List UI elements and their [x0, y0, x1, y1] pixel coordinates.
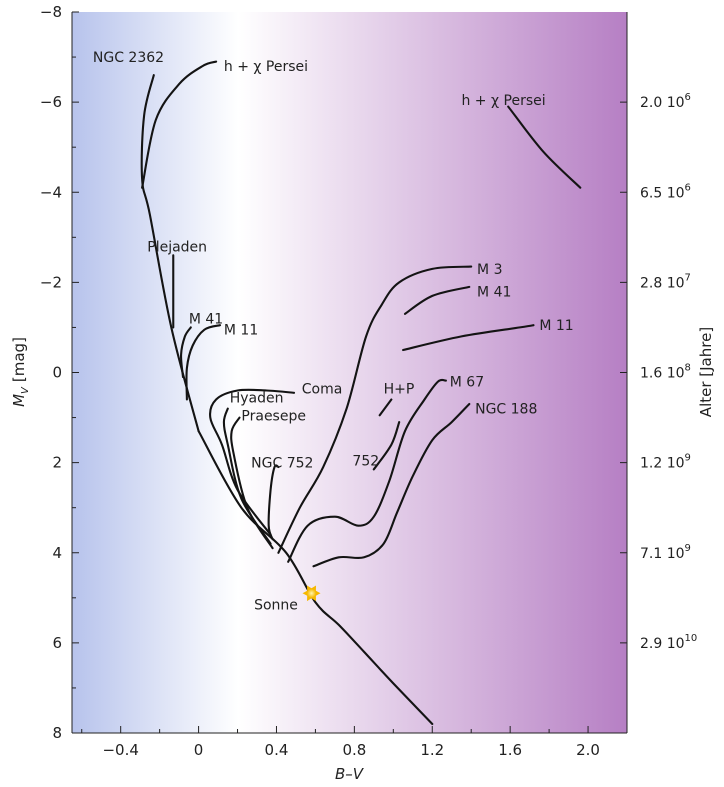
label-m-11-12: M 11: [539, 318, 573, 334]
y-tick-label: −2: [40, 273, 62, 291]
x-tick-label: 0.8: [342, 741, 366, 759]
label-ngc-2362-0: NGC 2362: [93, 50, 164, 66]
y-tick-label: −4: [40, 183, 62, 201]
y-axis-title: MV[mag]: [10, 337, 31, 407]
label-m-67-14: M 67: [450, 375, 484, 391]
curve-h-persei: [141, 60, 218, 189]
curve-m-3: [277, 265, 473, 554]
age-tick-label: 2.0 106: [640, 92, 691, 111]
curve-m-41: [180, 326, 192, 379]
y-tick-label: 0: [52, 364, 62, 382]
plot-background: [72, 12, 627, 733]
y-tick-label: 8: [52, 724, 62, 742]
curves-layer: [140, 60, 582, 726]
labels-layer: NGC 2362 h + χ Persei h + χ Persei Plejaden…: [93, 50, 574, 614]
label-hyaden-7: Hyaden: [230, 390, 284, 406]
label-ngc-752-9: NGC 752: [251, 456, 313, 472]
curve-752-giants: [372, 421, 401, 471]
x-axis-title: B–V: [335, 765, 365, 783]
label-h-persei-2: h + χ Persei: [461, 93, 545, 109]
y-tick-label: 2: [52, 454, 62, 472]
right-axis-title: Alter [Jahre]: [697, 327, 715, 417]
y-tick-label: 6: [52, 634, 62, 652]
x-tick-label: −0.4: [102, 741, 138, 759]
x-tick-label: 0.4: [265, 741, 289, 759]
age-tick-label: 1.2 109: [640, 453, 691, 472]
label-m-41-4: M 41: [189, 311, 223, 327]
age-tick-label: 1.6 108: [640, 363, 691, 382]
curve-zams: [197, 430, 434, 726]
curve-h-persei-giants: [507, 105, 582, 189]
x-tick-label: 2.0: [576, 741, 600, 759]
label-m-11-5: M 11: [224, 323, 258, 339]
label-h-p-13: H+P: [384, 381, 415, 397]
age-tick-label: 7.1 109: [640, 543, 691, 562]
ticks-layer: −0.4 0 0.4 0.8 1.2 1.6 2.0 −8 −6 −4 −2 0 2 4 6 8 2.0 106…: [40, 3, 697, 759]
curve-m-41-giants: [403, 285, 471, 315]
label-plejaden-3: Plejaden: [147, 239, 207, 255]
label-coma-6: Coma: [302, 381, 343, 397]
curve-ngc-188: [312, 402, 471, 568]
x-tick-label: 0: [194, 741, 204, 759]
age-tick-label: 2.9 1010: [640, 633, 697, 652]
y-tick-label: −6: [40, 93, 62, 111]
label-m-3-10: M 3: [477, 262, 502, 278]
sun-icon: [302, 585, 321, 602]
x-tick-label: 1.2: [420, 741, 444, 759]
curve-praesepe: [230, 416, 274, 550]
curve-ngc-752: [267, 464, 280, 541]
curve-m-11-giants: [402, 324, 535, 352]
curve-coma: [209, 388, 296, 536]
age-tick-label: 6.5 106: [640, 182, 691, 201]
label-m-41-11: M 41: [477, 284, 511, 300]
label-ngc-188-15: NGC 188: [475, 402, 537, 418]
label-752-16: 752: [352, 453, 379, 469]
curve-h-p-giants: [378, 398, 393, 417]
y-tick-label: 4: [52, 544, 62, 562]
label-h-persei-1: h + χ Persei: [224, 59, 308, 75]
curve-ngc-2362: [140, 74, 200, 433]
x-tick-label: 1.6: [498, 741, 522, 759]
label-sonne-17: Sonne: [254, 598, 298, 614]
curve-m-11: [185, 324, 222, 401]
sun-layer: [302, 585, 321, 602]
y-tick-label: −8: [40, 3, 62, 21]
curve-m-67: [287, 378, 447, 563]
label-praesepe-8: Praesepe: [241, 408, 306, 424]
age-tick-label: 2.8 107: [640, 272, 691, 291]
